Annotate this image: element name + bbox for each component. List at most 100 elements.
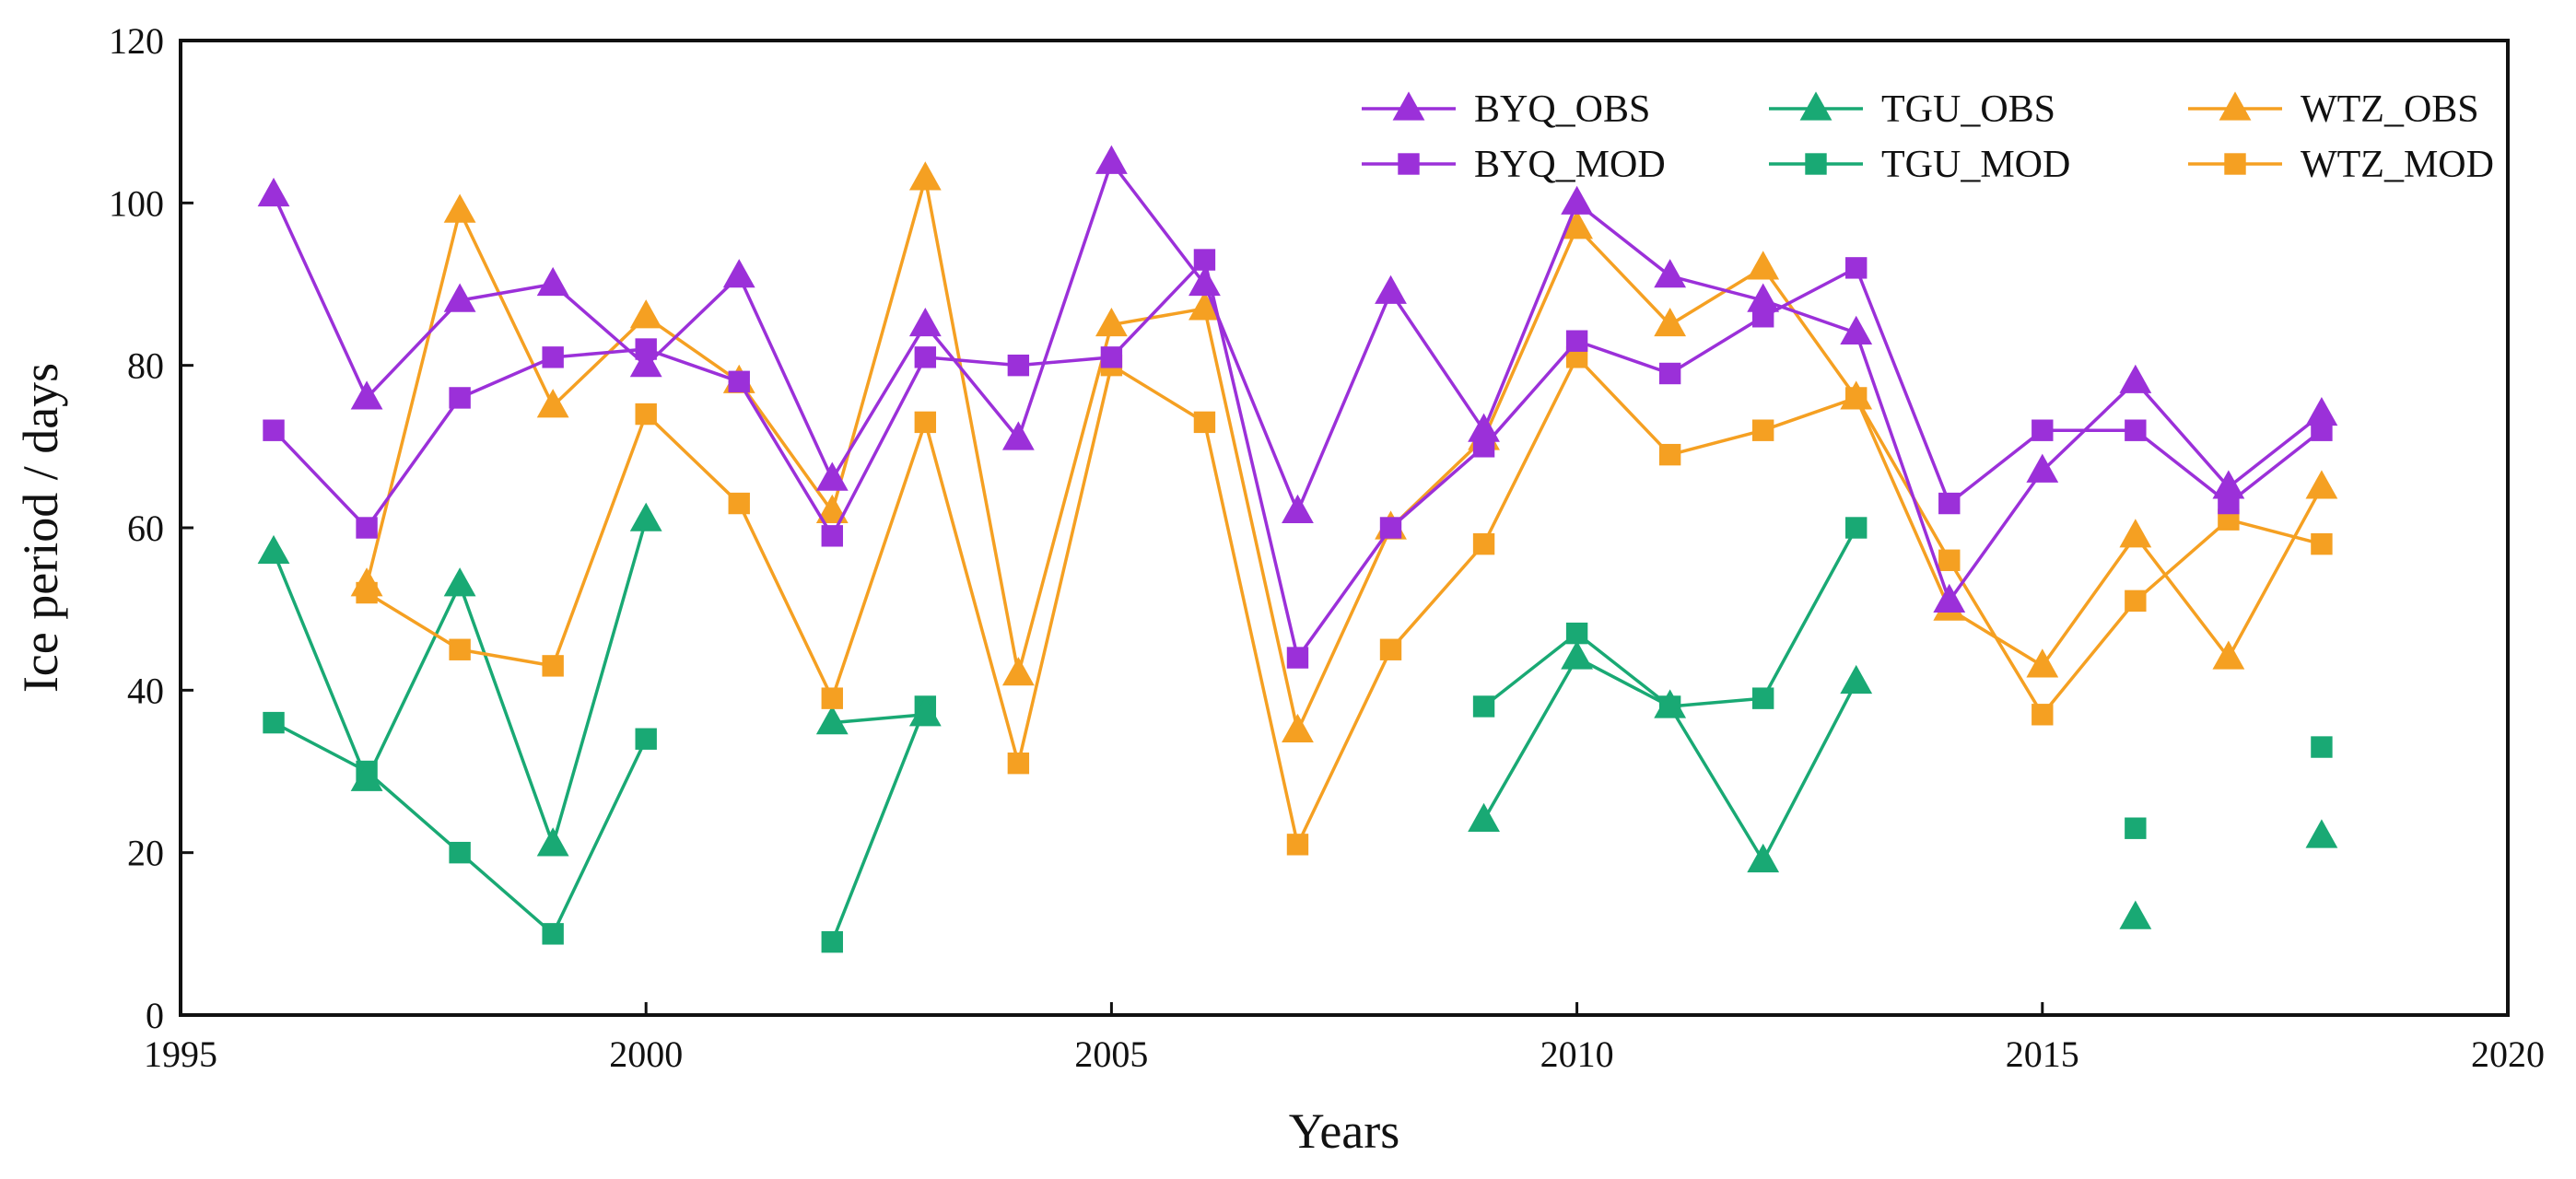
data-point <box>1007 752 1030 775</box>
data-point <box>1565 330 1588 352</box>
data-point <box>815 494 849 523</box>
x-tick-label: 1995 <box>144 1033 217 1075</box>
data-point <box>1188 291 1221 321</box>
plot-frame <box>179 39 2510 1017</box>
legend-label: BYQ_MOD <box>1474 144 1666 186</box>
data-point <box>449 841 471 864</box>
data-point <box>443 283 476 312</box>
legend-item: TGU_OBS <box>1769 88 2055 131</box>
y-tick-label: 120 <box>109 20 164 62</box>
data-point <box>542 655 564 677</box>
data-point <box>1561 185 1593 215</box>
data-point <box>2032 704 2054 726</box>
data-point <box>1379 638 1402 660</box>
data-point <box>257 177 290 207</box>
data-point <box>2305 396 2338 426</box>
y-tick-label: 40 <box>127 670 164 711</box>
data-point <box>449 387 471 409</box>
data-point <box>1379 517 1402 539</box>
legend-label: BYQ_OBS <box>1474 88 1650 131</box>
legend-item: WTZ_OBS <box>2188 88 2479 131</box>
data-point <box>1468 802 1500 832</box>
data-point <box>2311 532 2333 555</box>
x-tick-label: 2005 <box>1074 1033 1148 1075</box>
data-point <box>2026 453 2059 483</box>
data-point <box>1565 622 1588 645</box>
legend-label: WTZ_OBS <box>2301 88 2479 131</box>
series-line <box>272 258 2324 660</box>
y-tick-label: 20 <box>127 833 164 874</box>
series-line <box>273 721 648 936</box>
data-point <box>1286 834 1309 856</box>
data-point <box>263 711 285 734</box>
axis-layer: 1995 2000 2005 2010 2015 2020 0 20 40 60 80 100 120 <box>109 20 2545 1075</box>
legend-item: BYQ_MOD <box>1362 144 1666 186</box>
data-point <box>728 492 750 515</box>
data-point <box>2311 736 2333 758</box>
data-point <box>1751 419 1774 441</box>
legend-label: TGU_OBS <box>1881 88 2055 131</box>
legend-marker <box>2224 153 2246 175</box>
data-point <box>2119 364 2152 393</box>
series-line <box>832 713 926 725</box>
x-tick-label: 2015 <box>2006 1033 2079 1075</box>
data-point <box>1095 145 1128 174</box>
data-point <box>1375 274 1407 304</box>
data-point <box>1840 315 1873 344</box>
legend-item: WTZ_MOD <box>2188 144 2494 186</box>
data-point <box>2125 590 2147 613</box>
legend-item: TGU_MOD <box>1769 144 2070 186</box>
data-point <box>728 370 750 392</box>
legend-label: WTZ_MOD <box>2301 144 2494 186</box>
data-point <box>1654 259 1687 288</box>
data-point <box>2305 470 2338 499</box>
series-line <box>1482 656 1858 863</box>
data-point <box>1565 346 1588 368</box>
data-point <box>1938 549 1961 571</box>
data-point <box>1001 421 1035 450</box>
data-point <box>536 266 569 297</box>
data-point <box>1654 307 1687 337</box>
data-point <box>815 461 849 491</box>
data-point <box>2218 508 2240 531</box>
y-tick-label: 100 <box>109 182 164 224</box>
series-byq-mod <box>263 249 2333 669</box>
data-point <box>1747 283 1780 312</box>
data-point <box>1840 664 1873 695</box>
data-point <box>1654 689 1687 718</box>
data-point <box>629 348 662 378</box>
data-point <box>2026 648 2059 678</box>
data-point <box>914 411 937 434</box>
data-point <box>2119 900 2152 929</box>
data-point <box>1845 517 1868 539</box>
data-point <box>2032 419 2054 441</box>
data-point <box>821 930 843 953</box>
data-point <box>1561 210 1593 239</box>
series-line <box>366 356 2323 846</box>
x-tick-label: 2010 <box>1540 1033 1614 1075</box>
x-axis-title: Years <box>1289 1103 1400 1159</box>
data-point <box>350 762 383 791</box>
data-point <box>1001 657 1035 686</box>
data-point <box>449 638 471 660</box>
data-point <box>1472 695 1495 718</box>
legend-marker <box>2219 91 2252 121</box>
series-layer <box>257 145 2338 953</box>
data-point <box>443 567 476 597</box>
data-point <box>635 403 657 426</box>
data-point <box>263 419 285 441</box>
x-tick-label: 2000 <box>609 1033 683 1075</box>
legend-item: BYQ_OBS <box>1362 88 1650 131</box>
data-point <box>821 525 843 547</box>
data-point <box>1193 411 1216 434</box>
legend-label: TGU_MOD <box>1881 144 2070 186</box>
y-tick-label: 60 <box>127 508 164 549</box>
data-point <box>536 827 569 857</box>
data-point <box>1658 362 1681 385</box>
series-wtz-obs <box>350 161 2338 743</box>
y-tick-label: 0 <box>146 995 164 1036</box>
legend-marker <box>1398 153 1420 175</box>
data-point <box>1751 687 1774 709</box>
series-line <box>365 177 2324 733</box>
data-point <box>536 389 569 418</box>
